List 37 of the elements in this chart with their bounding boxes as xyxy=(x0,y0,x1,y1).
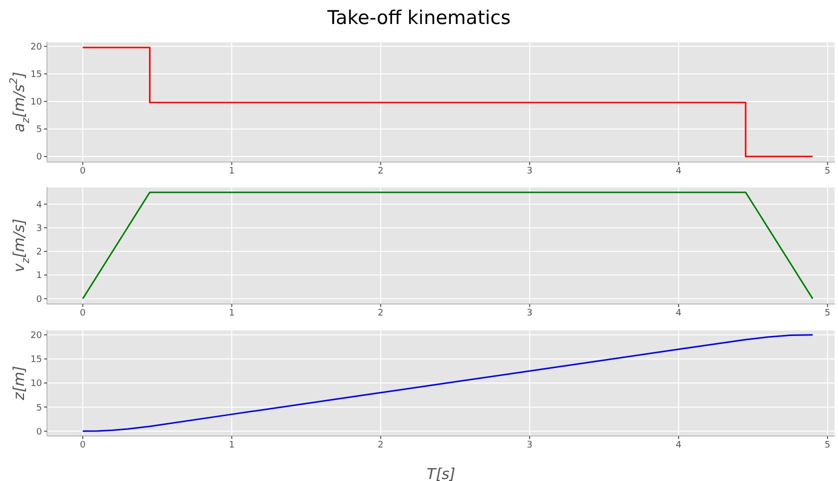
y-tick-label: 20 xyxy=(30,331,42,342)
x-tick-label: 1 xyxy=(228,308,235,318)
x-tick-label: 1 xyxy=(228,440,235,450)
x-tick-label: 5 xyxy=(824,440,830,450)
line-series xyxy=(82,334,814,432)
x-tick-label: 1 xyxy=(228,166,235,176)
y-tick-label: 5 xyxy=(36,403,42,414)
y-tick-label: 5 xyxy=(36,125,42,136)
x-tick-label: 4 xyxy=(676,166,682,176)
y-tick-label: 2 xyxy=(36,248,42,258)
x-tick-label: 5 xyxy=(824,308,830,318)
x-tick-label: 3 xyxy=(526,166,532,176)
y-tick-label: 0 xyxy=(36,294,42,305)
y-axis-title: z[m] xyxy=(10,366,28,402)
y-tick-label: 0 xyxy=(36,152,42,163)
x-axis-title: T[s] xyxy=(426,465,456,481)
chart-title: Take-off kinematics xyxy=(326,6,512,31)
y-tick-label: 15 xyxy=(30,70,42,80)
y-tick-label: 10 xyxy=(30,379,42,390)
x-tick-label: 4 xyxy=(676,308,682,318)
x-tick-label: 2 xyxy=(378,308,384,318)
x-tick-label: 0 xyxy=(80,166,86,176)
y-tick-label: 20 xyxy=(30,42,42,53)
y-tick-label: 4 xyxy=(36,200,42,210)
x-tick-label: 0 xyxy=(80,308,86,318)
x-tick-label: 2 xyxy=(378,440,384,450)
y-tick-label: 15 xyxy=(30,355,42,366)
x-tick-label: 0 xyxy=(80,440,86,450)
x-tick-label: 3 xyxy=(526,440,532,450)
x-tick-label: 2 xyxy=(378,166,384,176)
y-tick-label: 1 xyxy=(36,271,42,282)
x-tick-label: 4 xyxy=(676,440,682,450)
y-tick-label: 10 xyxy=(30,98,42,108)
x-tick-label: 3 xyxy=(526,308,532,318)
x-tick-label: 5 xyxy=(824,166,830,176)
y-tick-label: 0 xyxy=(36,427,42,438)
y-tick-label: 3 xyxy=(36,224,42,234)
